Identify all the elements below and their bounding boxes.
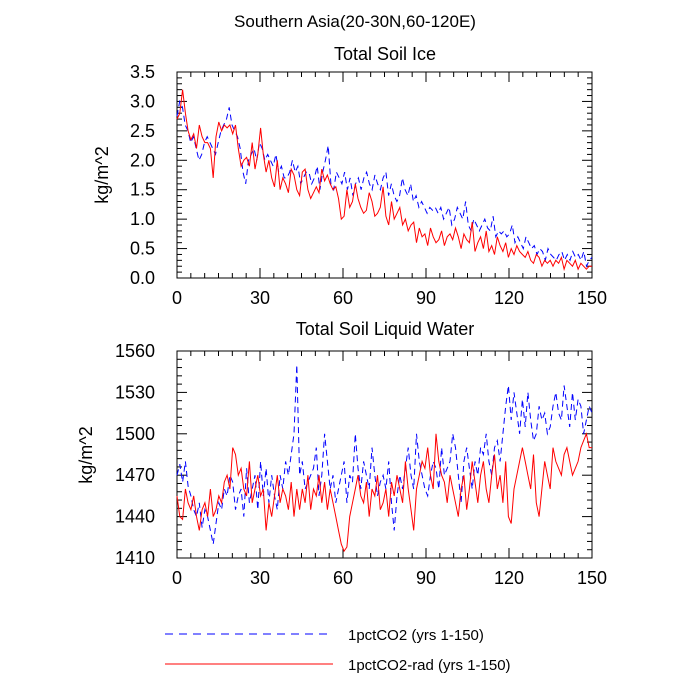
x-tick-label: 90 [416, 288, 436, 308]
y-axis-label-2: kg/m^2 [76, 426, 96, 483]
x-tick-label: 150 [577, 288, 607, 308]
y-tick-label: 1.0 [130, 209, 155, 229]
series-lines-1 [176, 89, 593, 272]
y-tick-label: 1470 [115, 465, 155, 485]
plot-frame-1 [176, 71, 593, 279]
y-tick-labels-2: 1410 1440 1470 1500 1530 1560 [115, 341, 155, 568]
x-tick-label: 150 [577, 568, 607, 588]
series-line-1pctco2 [176, 364, 593, 545]
y-tick-label: 1440 [115, 507, 155, 527]
y-tick-label: 1410 [115, 548, 155, 568]
y-tick-label: 1560 [115, 341, 155, 361]
y-tick-label: 3.5 [130, 62, 155, 82]
x-tick-label: 0 [172, 568, 182, 588]
x-tick-labels-2: 0 30 60 90 120 150 [172, 568, 607, 588]
x-tick-label: 60 [333, 568, 353, 588]
panel-2-title: Total Soil Liquid Water [296, 319, 474, 339]
y-tick-label: 2.0 [130, 150, 155, 170]
panel-soil-ice: Total Soil Ice 0.00.51.01.52.02.53.03.5 … [92, 44, 607, 308]
ticks-panel-2 [176, 350, 593, 559]
legend-label-1pctco2: 1pctCO2 (yrs 1-150) [348, 627, 484, 644]
series-line-1pctco2 [176, 99, 593, 268]
y-tick-label: 1.5 [130, 180, 155, 200]
suptitle: Southern Asia(20-30N,60-120E) [234, 12, 476, 31]
y-tick-label: 1500 [115, 424, 155, 444]
y-axis-label-1: kg/m^2 [92, 146, 112, 203]
x-tick-label: 0 [172, 288, 182, 308]
x-tick-labels-1: 0 30 60 90 120 150 [172, 288, 607, 308]
x-tick-label: 60 [333, 288, 353, 308]
legend-label-1pctco2-rad: 1pctCO2-rad (yrs 1-150) [348, 657, 511, 674]
x-tick-label: 90 [416, 568, 436, 588]
x-tick-label: 30 [250, 568, 270, 588]
y-tick-label: 3.0 [130, 91, 155, 111]
legend: 1pctCO2 (yrs 1-150) 1pctCO2-rad (yrs 1-1… [165, 627, 511, 674]
plot-frame-2 [176, 350, 593, 559]
x-tick-label: 120 [494, 568, 524, 588]
y-tick-label: 0.0 [130, 268, 155, 288]
y-tick-label: 1530 [115, 382, 155, 402]
ticks-panel-1 [176, 71, 593, 279]
panel-1-title: Total Soil Ice [334, 44, 436, 64]
y-tick-labels-1: 0.0 0.5 1.0 1.5 2.0 2.5 3.0 3.5 [130, 62, 155, 288]
panel-soil-liquid-water: Total Soil Liquid Water 1410144014701500… [76, 319, 607, 588]
series-line-1pctco2-rad [176, 89, 592, 272]
series-line-1pctco2-rad [176, 432, 592, 553]
y-tick-label: 0.5 [130, 239, 155, 259]
y-tick-label: 2.5 [130, 121, 155, 141]
x-tick-label: 120 [494, 288, 524, 308]
x-tick-label: 30 [250, 288, 270, 308]
series-lines-2 [176, 364, 593, 553]
